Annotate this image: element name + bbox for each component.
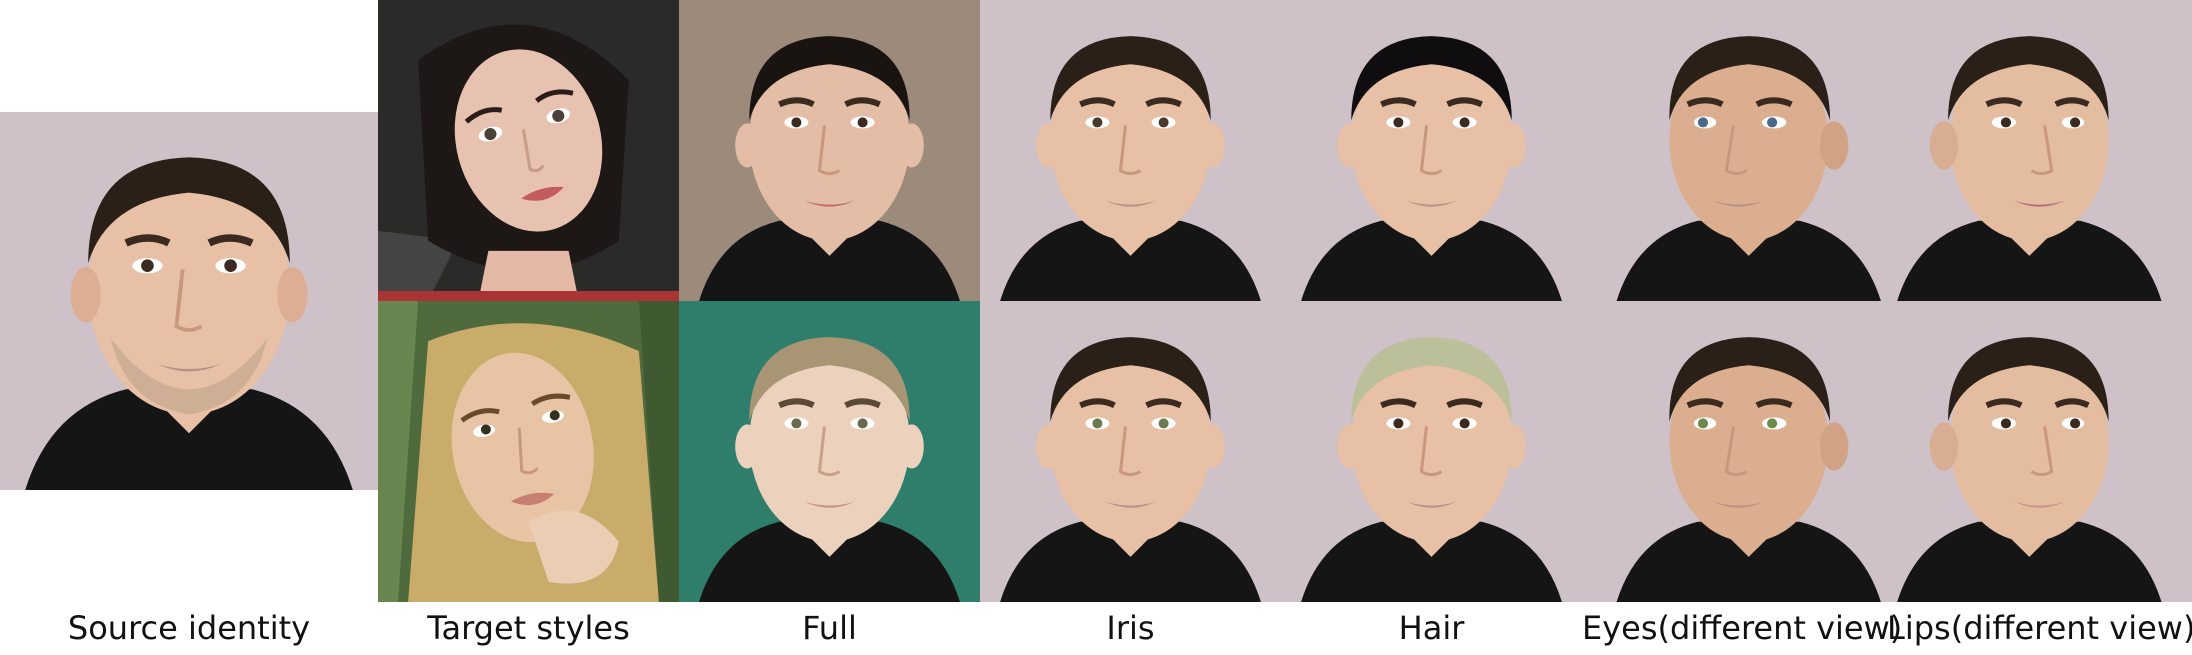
face-svg: [1582, 301, 1887, 602]
target-style-image-1: [378, 0, 679, 301]
face-svg: [1281, 301, 1582, 602]
face-svg: [1887, 0, 2192, 301]
result-hair-2: [1281, 301, 1582, 602]
target-face-svg-2: [378, 301, 679, 602]
label-iris: Iris: [1106, 609, 1155, 647]
source-identity-image: [0, 112, 378, 490]
face-svg: [980, 301, 1281, 602]
result-eyes-1: [1582, 0, 1887, 301]
result-lips-2: [1887, 301, 2192, 602]
label-full: Full: [802, 609, 857, 647]
label-hair: Hair: [1398, 609, 1465, 647]
result-full-1: [679, 0, 980, 301]
result-iris-2: [980, 301, 1281, 602]
target-face-svg-1: [378, 0, 679, 301]
result-iris-1: [980, 0, 1281, 301]
face-svg: [1582, 0, 1887, 301]
face-svg: [679, 301, 980, 602]
target-style-image-2: [378, 301, 679, 602]
label-lips-different-view: Lips(different view): [1887, 609, 2192, 647]
result-hair-1: [1281, 0, 1582, 301]
label-eyes-different-view: Eyes(different view): [1582, 609, 1903, 647]
face-svg: [679, 0, 980, 301]
label-source-identity: Source identity: [67, 609, 311, 647]
face-svg: [980, 0, 1281, 301]
result-eyes-2: [1582, 301, 1887, 602]
result-lips-1: [1887, 0, 2192, 301]
face-svg: [1887, 301, 2192, 602]
source-face-svg: [0, 112, 378, 490]
face-svg: [1281, 0, 1582, 301]
result-full-2: [679, 301, 980, 602]
label-target-styles: Target styles: [427, 609, 630, 647]
